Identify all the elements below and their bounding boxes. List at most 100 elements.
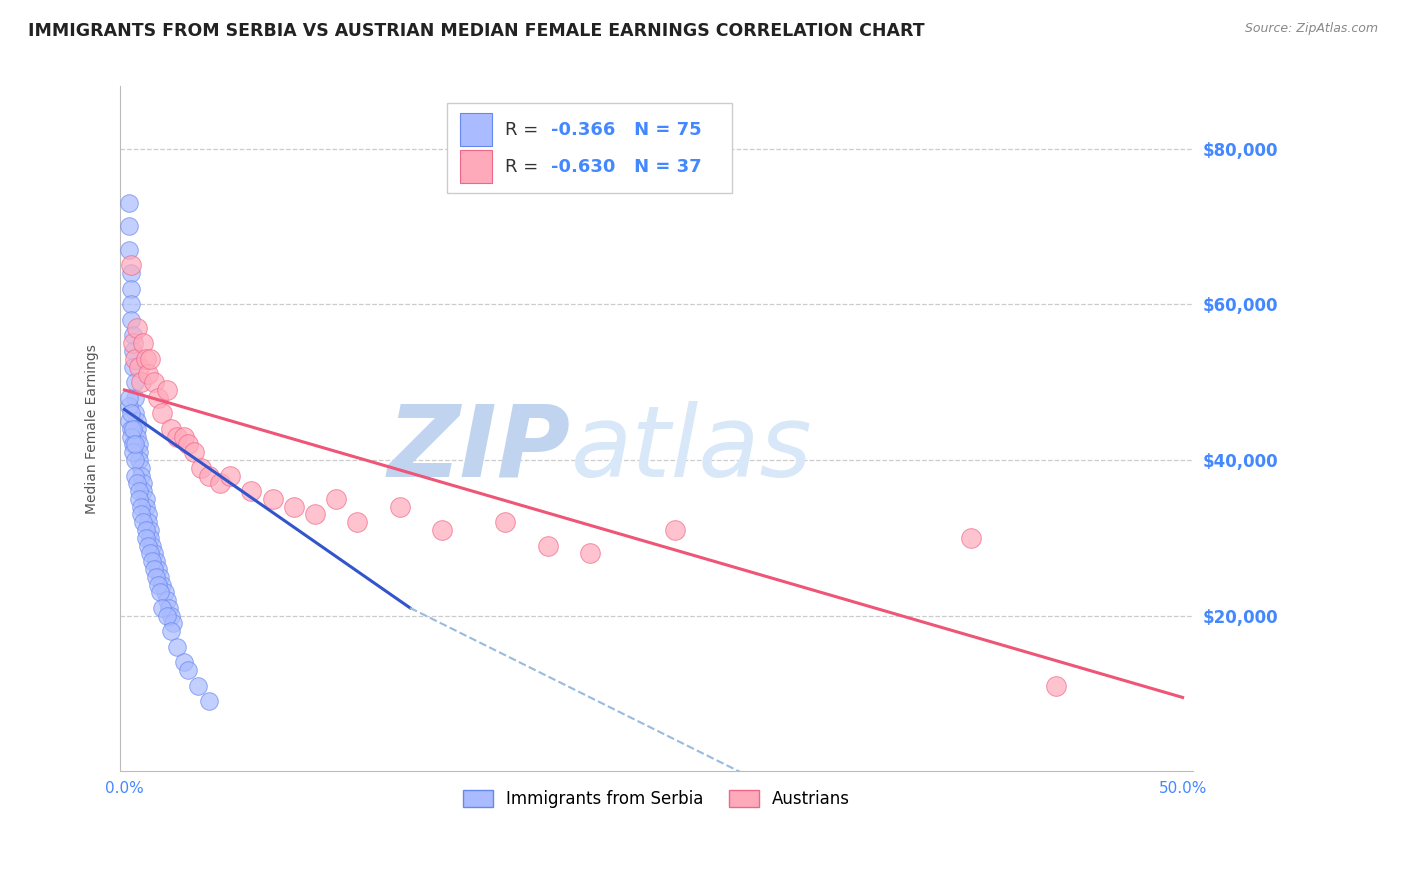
Point — [149, 570, 172, 584]
Text: IMMIGRANTS FROM SERBIA VS AUSTRIAN MEDIAN FEMALE EARNINGS CORRELATION CHART: IMMIGRANTS FROM SERBIA VS AUSTRIAN MEDIA… — [28, 22, 925, 40]
Point — [120, 259, 142, 273]
Text: atlas: atlas — [571, 401, 813, 498]
Point — [135, 351, 157, 366]
Point — [121, 437, 143, 451]
Point — [664, 523, 686, 537]
Point — [128, 437, 150, 451]
Point — [129, 508, 152, 522]
Point — [141, 554, 163, 568]
Point — [117, 219, 139, 234]
Point — [325, 491, 347, 506]
Point — [120, 313, 142, 327]
Point — [160, 624, 183, 639]
Point — [166, 640, 188, 654]
Point — [136, 368, 159, 382]
Point — [219, 468, 242, 483]
Point — [208, 476, 231, 491]
Point — [149, 585, 172, 599]
Point — [121, 336, 143, 351]
Point — [166, 430, 188, 444]
Point — [187, 679, 209, 693]
Legend: Immigrants from Serbia, Austrians: Immigrants from Serbia, Austrians — [457, 783, 856, 814]
Point — [121, 445, 143, 459]
FancyBboxPatch shape — [460, 113, 492, 146]
Point — [139, 523, 162, 537]
Text: Source: ZipAtlas.com: Source: ZipAtlas.com — [1244, 22, 1378, 36]
Point — [120, 282, 142, 296]
Point — [156, 593, 179, 607]
Point — [494, 516, 516, 530]
Point — [143, 375, 166, 389]
Point — [135, 523, 157, 537]
Point — [283, 500, 305, 514]
Point — [117, 391, 139, 405]
Point — [117, 399, 139, 413]
Point — [120, 422, 142, 436]
Point — [183, 445, 205, 459]
Point — [132, 476, 155, 491]
Point — [145, 554, 167, 568]
Point — [148, 562, 170, 576]
Point — [153, 585, 176, 599]
Point — [129, 468, 152, 483]
Point — [156, 608, 179, 623]
Text: ZIP: ZIP — [388, 401, 571, 498]
Point — [152, 406, 174, 420]
Point — [129, 500, 152, 514]
Point — [117, 414, 139, 428]
Point — [160, 422, 183, 436]
Point — [124, 468, 146, 483]
Point — [132, 336, 155, 351]
Y-axis label: Median Female Earnings: Median Female Earnings — [86, 344, 100, 514]
Point — [162, 616, 184, 631]
Point — [346, 516, 368, 530]
Point — [579, 546, 602, 560]
Point — [129, 460, 152, 475]
Point — [177, 663, 200, 677]
Point — [148, 391, 170, 405]
Point — [136, 516, 159, 530]
Point — [121, 422, 143, 436]
Point — [121, 328, 143, 343]
Point — [124, 391, 146, 405]
Point — [143, 546, 166, 560]
Point — [141, 539, 163, 553]
Point — [262, 491, 284, 506]
Point — [388, 500, 411, 514]
Point — [430, 523, 453, 537]
Text: -0.630   N = 37: -0.630 N = 37 — [551, 158, 702, 176]
Point — [240, 484, 263, 499]
Point — [120, 297, 142, 311]
Point — [148, 577, 170, 591]
Point — [139, 351, 162, 366]
Point — [124, 351, 146, 366]
Point — [145, 570, 167, 584]
Point — [135, 531, 157, 545]
Point — [125, 476, 148, 491]
Point — [128, 484, 150, 499]
Point — [190, 460, 212, 475]
Point — [152, 601, 174, 615]
Point — [132, 484, 155, 499]
Point — [125, 414, 148, 428]
Point — [128, 359, 150, 374]
Point — [152, 577, 174, 591]
Point — [124, 453, 146, 467]
Point — [124, 437, 146, 451]
Point — [124, 375, 146, 389]
Point — [139, 546, 162, 560]
Point — [960, 531, 983, 545]
Point — [157, 601, 180, 615]
Point — [143, 562, 166, 576]
Point — [136, 539, 159, 553]
Text: -0.366   N = 75: -0.366 N = 75 — [551, 120, 702, 138]
Point — [128, 491, 150, 506]
Point — [136, 508, 159, 522]
Point — [139, 531, 162, 545]
Point — [117, 243, 139, 257]
Point — [125, 430, 148, 444]
Point — [1045, 679, 1067, 693]
Point — [198, 694, 221, 708]
Point — [121, 359, 143, 374]
Point — [537, 539, 560, 553]
